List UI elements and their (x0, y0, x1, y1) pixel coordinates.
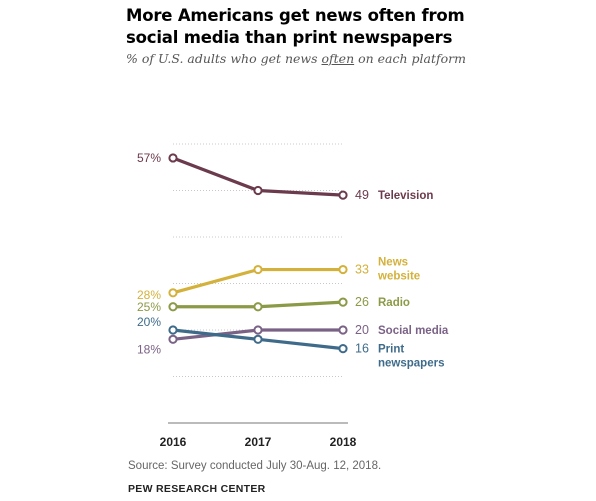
series-name-social-media: Social media (378, 325, 449, 337)
end-label-television: 49 (355, 188, 369, 202)
start-label-radio: 25% (137, 300, 161, 314)
series-name-television: Television (378, 190, 433, 202)
series-name-print-newspapers-line-1: Print (378, 344, 404, 356)
start-label-print-newspapers: 20% (137, 315, 161, 329)
x-tick-label-2017: 2017 (245, 435, 272, 449)
point-social-media-2016 (168, 334, 178, 344)
end-label-radio: 26 (355, 295, 369, 309)
series-name-news-website-line-1: News (378, 257, 408, 269)
subtitle-text-pre: % of U.S. adults who get news (126, 51, 322, 66)
point-television-2016 (168, 153, 178, 163)
point-print-newspapers-2017 (253, 334, 263, 344)
start-label-social-media: 18% (137, 342, 161, 356)
point-radio-2018 (338, 297, 348, 307)
point-news-website-2018 (338, 264, 348, 275)
end-label-news-website: 33 (355, 263, 369, 277)
point-print-newspapers-2016 (168, 325, 178, 335)
point-social-media-2017 (253, 325, 263, 335)
chart-title-line-1: More Americans get news often from (126, 6, 465, 25)
point-print-newspapers-2018 (338, 344, 348, 354)
series-name-news-website-line-2: website (377, 271, 420, 283)
end-label-print-newspapers: 16 (355, 342, 369, 356)
point-news-website-2016 (168, 288, 178, 298)
brand-logo-text: PEW RESEARCH CENTER (128, 483, 266, 495)
x-tick-label-2018: 2018 (330, 435, 357, 449)
end-label-social-media: 20 (355, 323, 369, 337)
point-social-media-2018 (338, 325, 348, 335)
start-label-news-website: 28% (137, 288, 161, 302)
series-name-print-newspapers-line-2: newspapers (378, 358, 444, 370)
chart-title-line-2: social media than print newspapers (126, 28, 453, 47)
chart-subtitle: % of U.S. adults who get news often on e… (126, 51, 576, 66)
series-name-radio: Radio (378, 297, 410, 309)
subtitle-text-post: on each platform (354, 51, 466, 66)
point-television-2018 (338, 190, 348, 200)
point-radio-2017 (253, 302, 263, 312)
point-radio-2016 (168, 302, 178, 312)
start-label-television: 57% (137, 151, 161, 165)
point-television-2017 (253, 185, 263, 196)
point-news-website-2017 (253, 264, 263, 275)
chart-title: More Americans get news often from socia… (126, 5, 566, 49)
x-tick-label-2016: 2016 (160, 435, 187, 449)
subtitle-emphasis: often (321, 51, 355, 66)
source-note: Source: Survey conducted July 30-Aug. 12… (128, 460, 382, 472)
